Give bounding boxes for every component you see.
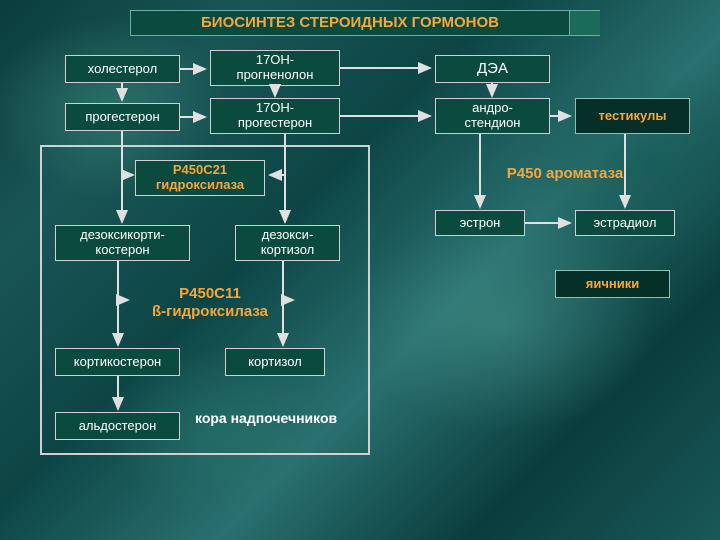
node-cholesterol: холестерол	[65, 55, 180, 83]
node-estradiol: эстрадиол	[575, 210, 675, 236]
page-title: БИОСИНТЕЗ СТЕРОИДНЫХ ГОРМОНОВ	[130, 10, 570, 36]
node-testes: тестикулы	[575, 98, 690, 134]
region-adrenal-cortex	[40, 145, 370, 455]
node-estrone: эстрон	[435, 210, 525, 236]
node-oh-progesterone: 17OH-прогестерон	[210, 98, 340, 134]
enzyme-aromatase: P450 ароматаза	[485, 165, 645, 182]
node-dhea: ДЭА	[435, 55, 550, 83]
title-decoration	[570, 10, 600, 36]
node-progesterone: прогестерон	[65, 103, 180, 131]
node-ovaries: яичники	[555, 270, 670, 298]
node-pregnenolone: 17OH-прогненолон	[210, 50, 340, 86]
region-label: кора надпочечников	[195, 410, 355, 426]
node-androstenedione: андро-стендион	[435, 98, 550, 134]
